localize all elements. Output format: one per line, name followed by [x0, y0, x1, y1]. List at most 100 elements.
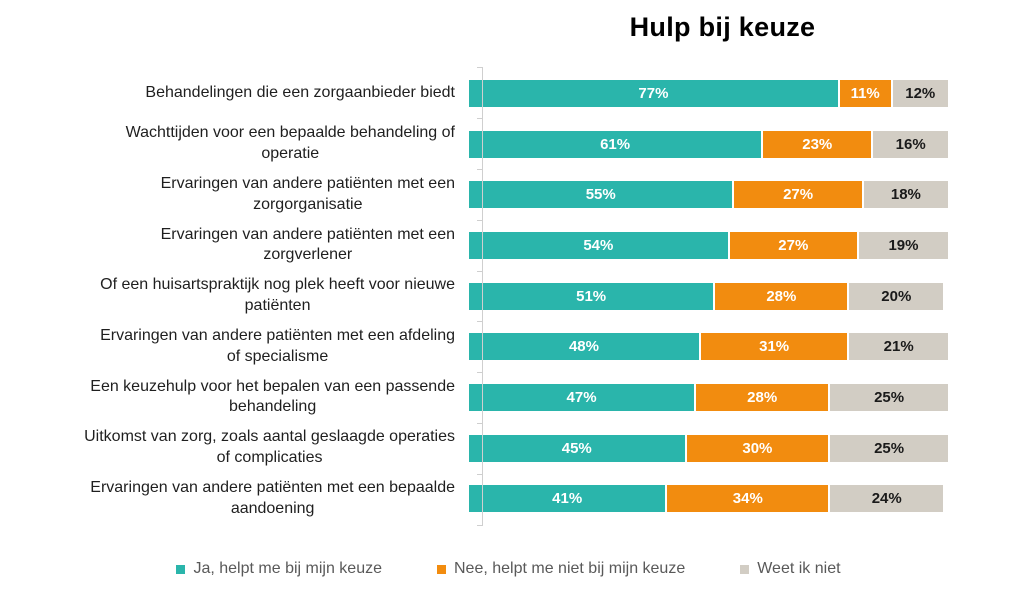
bar-segment: 45% [469, 434, 685, 462]
chart-title: Hulp bij keuze [629, 12, 816, 42]
bar-track: 54% 27% 19% [469, 231, 948, 259]
bar-value-label: 77% [638, 84, 669, 102]
bar-value-label: 28% [747, 388, 778, 406]
bar-segment: 27% [732, 181, 862, 209]
legend-label-weet-ik-niet: Weet ik niet [757, 560, 841, 577]
legend-label-ja: Ja, helpt me bij mijn keuze [193, 560, 382, 577]
bar-value-label: 55% [585, 186, 616, 204]
bar-track: 61% 23% 16% [469, 130, 948, 158]
bar-segment: 54% [469, 231, 728, 259]
y-axis-tick [477, 525, 483, 526]
bar-segment: 55% [469, 181, 733, 209]
bar-value-label: 19% [888, 236, 919, 254]
bar-value-label: 54% [583, 236, 614, 254]
bar-value-label: 34% [732, 490, 763, 508]
bar-value-label: 11% [850, 84, 880, 102]
category-label: Ervaringen van andere patiënten met een … [100, 326, 455, 365]
bar-value-label: 30% [742, 439, 773, 457]
y-axis-tick [477, 372, 483, 374]
bar-track: 45% 30% 25% [469, 434, 948, 462]
bar-segment: 31% [698, 333, 848, 361]
bar-value-label: 16% [895, 135, 926, 153]
category-label: Ervaringen van andere patiënten met een … [160, 174, 455, 213]
bar-value-label: 24% [871, 490, 902, 508]
y-axis-tick [477, 270, 483, 272]
bar-value-label: 61% [600, 135, 631, 153]
chart-row: Ervaringen van andere patiënten met een … [0, 220, 1017, 271]
bar-value-label: 23% [802, 135, 833, 153]
legend-item-weet-ik-niet: Weet ik niet [740, 560, 841, 578]
bar-value-label: 47% [566, 388, 597, 406]
bar-segment: 28% [694, 383, 829, 411]
y-axis-tick [477, 117, 483, 119]
legend-marker-weet-ik-niet-icon [740, 564, 750, 574]
category-label: Uitkomst van zorg, zoals aantal geslaagd… [84, 428, 455, 467]
bar-segment: 34% [665, 485, 829, 513]
legend-label-nee: Nee, helpt me niet bij mijn keuze [454, 560, 686, 577]
legend-item-nee: Nee, helpt me niet bij mijn keuze [437, 560, 685, 578]
bar-value-label: 51% [576, 287, 607, 305]
bar-value-label: 31% [759, 338, 790, 356]
y-axis-tick [477, 474, 483, 476]
chart-row: Een keuzehulp voor het bepalen van een p… [0, 372, 1017, 423]
chart-rows: Behandelingen die een zorgaanbieder bied… [0, 68, 1017, 524]
category-label: Een keuzehulp voor het bepalen van een p… [90, 377, 455, 416]
category-label: Ervaringen van andere patiënten met een … [160, 225, 455, 264]
bar-segment: 51% [469, 282, 714, 310]
bar-value-label: 12% [905, 84, 936, 102]
bar-value-label: 27% [778, 236, 809, 254]
chart-row: Of een huisartspraktijk nog plek heeft v… [0, 271, 1017, 322]
bar-value-label: 18% [890, 186, 921, 204]
legend-marker-nee-icon [437, 564, 446, 574]
bar-track: 41% 34% 24% [469, 485, 948, 513]
chart-row: Ervaringen van andere patiënten met een … [0, 321, 1017, 372]
bar-value-label: 27% [783, 186, 814, 204]
bar-segment: 24% [828, 485, 944, 513]
chart-row: Behandelingen die een zorgaanbieder bied… [0, 68, 1017, 119]
chart-row: Ervaringen van andere patiënten met een … [0, 474, 1017, 525]
legend: Ja, helpt me bij mijn keuze Nee, helpt m… [0, 560, 1017, 578]
y-axis-line [482, 67, 483, 525]
y-axis-tick [477, 168, 483, 170]
bar-segment: 19% [856, 231, 948, 259]
category-label: Ervaringen van andere patiënten met een … [90, 479, 455, 517]
legend-item-ja: Ja, helpt me bij mijn keuze [176, 560, 382, 578]
bar-segment: 21% [847, 333, 948, 361]
bar-value-label: 21% [883, 338, 914, 356]
bar-value-label: 25% [874, 388, 905, 406]
bar-segment: 30% [684, 434, 829, 462]
chart-row: Uitkomst van zorg, zoals aantal geslaagd… [0, 423, 1017, 474]
bar-value-label: 28% [766, 287, 797, 305]
bar-value-label: 41% [552, 490, 583, 508]
bar-segment: 12% [890, 79, 948, 107]
bar-track: 51% 28% 20% [469, 282, 948, 310]
bar-value-label: 20% [881, 287, 912, 305]
y-axis-tick [477, 219, 483, 221]
legend-marker-ja-icon [176, 564, 186, 574]
y-axis-tick [477, 423, 483, 425]
bar-track: 48% 31% 21% [469, 333, 948, 361]
chart-row: Wachttijden voor een bepaalde behandelin… [0, 119, 1017, 170]
bar-segment: 20% [847, 282, 944, 310]
bar-segment: 77% [469, 79, 838, 107]
bar-value-label: 25% [874, 439, 905, 457]
chart-row: Ervaringen van andere patiënten met een … [0, 169, 1017, 220]
bar-segment: 25% [828, 434, 948, 462]
category-label: Behandelingen die een zorgaanbieder bied… [145, 83, 455, 101]
bar-segment: 25% [828, 383, 948, 411]
category-label: Of een huisartspraktijk nog plek heeft v… [100, 276, 455, 315]
bar-segment: 47% [469, 383, 695, 411]
bar-segment: 41% [469, 485, 666, 513]
bar-segment: 27% [727, 231, 857, 259]
bar-segment: 61% [469, 130, 762, 158]
bar-track: 77% 11% 12% [469, 79, 948, 107]
bar-segment: 11% [837, 79, 891, 107]
category-label: Wachttijden voor een bepaalde behandelin… [125, 124, 455, 163]
bar-segment: 23% [761, 130, 872, 158]
bar-track: 47% 28% 25% [469, 383, 948, 411]
bar-value-label: 45% [561, 439, 592, 457]
bar-track: 55% 27% 18% [469, 181, 948, 209]
y-axis-tick [477, 321, 483, 323]
bar-segment: 48% [469, 333, 699, 361]
